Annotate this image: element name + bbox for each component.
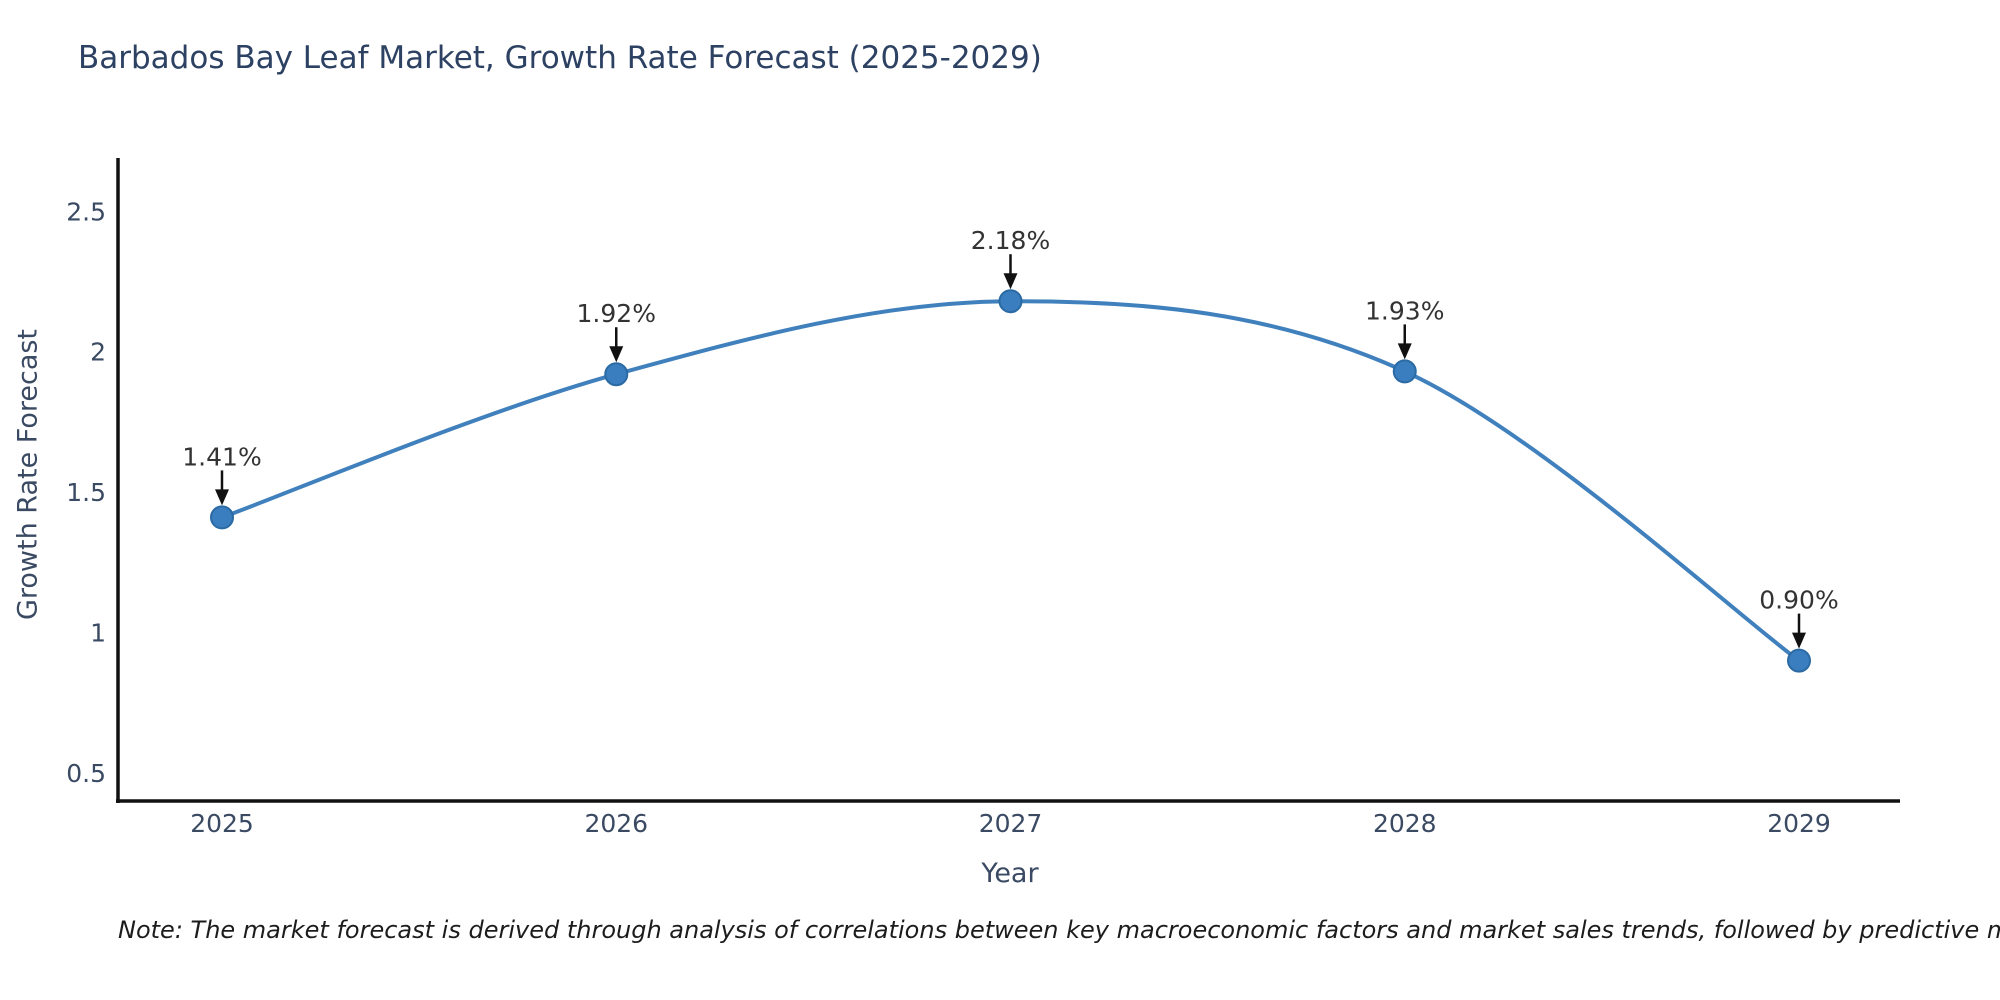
data-point-marker bbox=[210, 505, 234, 530]
x-tick-label: 2029 bbox=[1767, 809, 1831, 838]
data-point-label: 0.90% bbox=[1759, 586, 1838, 615]
chart-title: Barbados Bay Leaf Market, Growth Rate Fo… bbox=[78, 40, 1042, 76]
x-tick-label: 2026 bbox=[584, 809, 648, 838]
y-tick-label: 0.5 bbox=[66, 759, 106, 788]
data-point-marker bbox=[1392, 359, 1417, 384]
data-point-label: 1.93% bbox=[1365, 296, 1444, 325]
x-axis-label: Year bbox=[981, 858, 1039, 889]
annotation-arrow-head bbox=[1003, 273, 1018, 290]
y-axis-label: Growth Rate Forecast bbox=[12, 328, 44, 621]
data-point-label: 2.18% bbox=[971, 226, 1050, 255]
y-tick-label: 1 bbox=[90, 619, 106, 648]
x-tick-label: 2028 bbox=[1373, 809, 1437, 838]
y-tick-label: 2 bbox=[90, 338, 106, 367]
forecast-line bbox=[220, 299, 1801, 663]
footnote: Note: The market forecast is derived thr… bbox=[118, 916, 2000, 944]
x-tick-label: 2025 bbox=[190, 809, 254, 838]
data-point-label: 1.41% bbox=[182, 442, 261, 471]
y-tick-label: 1.5 bbox=[66, 478, 106, 507]
annotation-arrow-head bbox=[1397, 343, 1412, 360]
data-point-marker bbox=[1787, 648, 1811, 673]
data-point-marker bbox=[998, 289, 1023, 314]
data-point-marker bbox=[604, 362, 629, 387]
annotation-arrow-head bbox=[609, 346, 624, 363]
y-tick-label: 2.5 bbox=[66, 197, 106, 226]
annotation-arrow-head bbox=[1792, 632, 1806, 649]
data-point-label: 1.92% bbox=[577, 299, 656, 328]
annotation-arrow-head bbox=[215, 489, 229, 506]
x-tick-label: 2027 bbox=[979, 809, 1043, 838]
